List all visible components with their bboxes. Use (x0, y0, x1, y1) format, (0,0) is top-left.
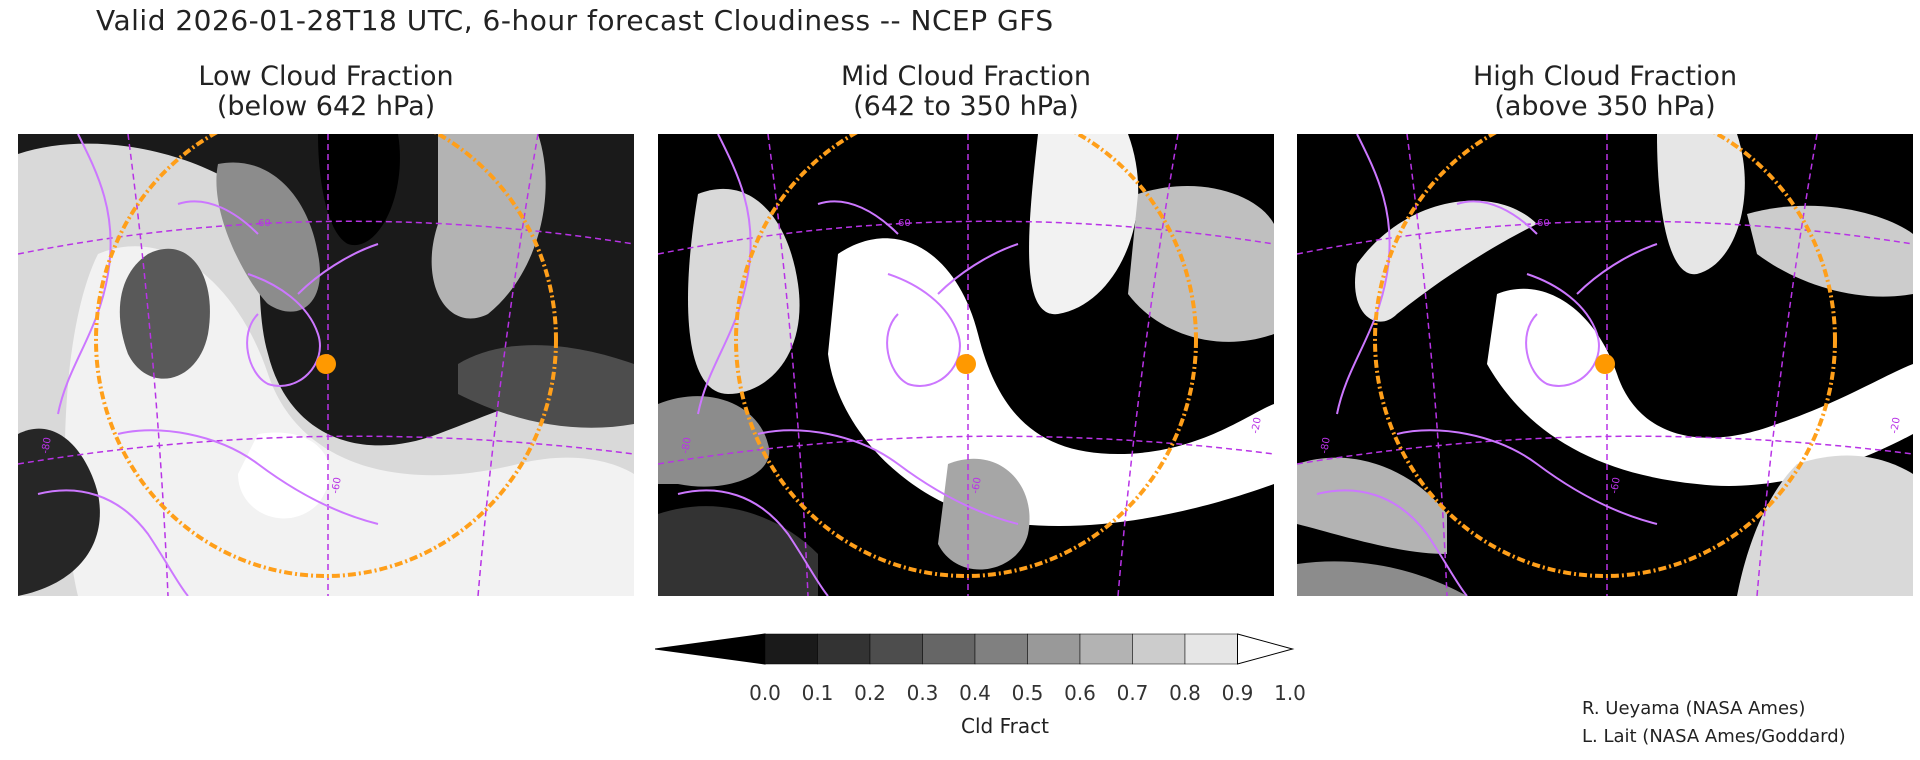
high-cloud-map-svg: 60 -60 -80 -20 (1297, 134, 1913, 596)
colorbar-box (1184, 633, 1238, 665)
colorbar-tick-label: 0.1 (802, 681, 834, 705)
colorbar-box (1079, 633, 1133, 665)
colorbar-box (869, 633, 923, 665)
low-cloud-map: 60 -60 -80 (18, 134, 634, 596)
panel-title-high: High Cloud Fraction (above 350 hPa) (1472, 61, 1738, 122)
grid-label: -80 (1319, 437, 1333, 455)
colorbar-label: Cld Fract (961, 714, 1049, 738)
panel-title-mid: Mid Cloud Fraction (642 to 350 hPa) (840, 61, 1091, 122)
grid-label: -60 (970, 477, 984, 495)
range-ring (734, 134, 1198, 578)
grid-label: -80 (40, 437, 54, 455)
colorbar-box (922, 633, 976, 665)
colorbar-tick-label: 0.8 (1169, 681, 1201, 705)
credit-line-2: L. Lait (NASA Ames/Goddard) (1582, 726, 1846, 747)
grid-label: 60 (898, 218, 911, 229)
colorbar-box (817, 633, 871, 665)
colorbar-tick-label: 0.2 (854, 681, 886, 705)
grid-label: -20 (1250, 417, 1264, 435)
colorbar-tick-label: 0.5 (1012, 681, 1044, 705)
colorbar-box (974, 633, 1028, 665)
colorbar-box (1132, 633, 1186, 665)
colorbar-tick-label: 0.4 (959, 681, 991, 705)
mid-cloud-map-svg: 60 -60 -80 -20 (658, 134, 1274, 596)
range-ring (94, 134, 558, 578)
site-marker-icon (956, 354, 976, 374)
site-marker-icon (1595, 354, 1615, 374)
colorbar-svg: 0.0 0.1 0.2 0.3 0.4 0.5 0.6 0.7 0.8 0.9 1.0 (654, 633, 1306, 705)
grid-label: -20 (1889, 417, 1903, 435)
colorbar-box (1027, 633, 1081, 665)
grid-label: -60 (1609, 477, 1623, 495)
colorbar-min-triangle (654, 633, 766, 665)
figure-title: Valid 2026-01-28T18 UTC, 6-hour forecast… (96, 4, 1054, 37)
grid-label: -60 (330, 477, 344, 495)
panel-title-low: Low Cloud Fraction (below 642 hPa) (198, 61, 454, 122)
colorbar-tick-label: 1.0 (1274, 681, 1305, 705)
grid-label: 60 (258, 218, 271, 229)
low-cloud-map-svg: 60 -60 -80 (18, 134, 634, 596)
credit-line-1: R. Ueyama (NASA Ames) (1582, 698, 1806, 719)
mid-cloud-map: 60 -60 -80 -20 (658, 134, 1274, 596)
grid-label: 60 (1537, 218, 1550, 229)
colorbar-tick-label: 0.9 (1222, 681, 1254, 705)
colorbar-tick-label: 0.7 (1117, 681, 1149, 705)
range-ring (1373, 134, 1837, 578)
site-marker-icon (316, 354, 336, 374)
colorbar-tick-label: 0.3 (907, 681, 939, 705)
colorbar: 0.0 0.1 0.2 0.3 0.4 0.5 0.6 0.7 0.8 0.9 1.0 (654, 622, 1306, 712)
colorbar-max-triangle (1237, 633, 1295, 665)
high-cloud-map: 60 -60 -80 -20 (1297, 134, 1913, 596)
colorbar-tick-label: 0.6 (1064, 681, 1096, 705)
grid-label: -80 (680, 437, 694, 455)
colorbar-box (764, 633, 818, 665)
colorbar-tick-label: 0.0 (749, 681, 781, 705)
